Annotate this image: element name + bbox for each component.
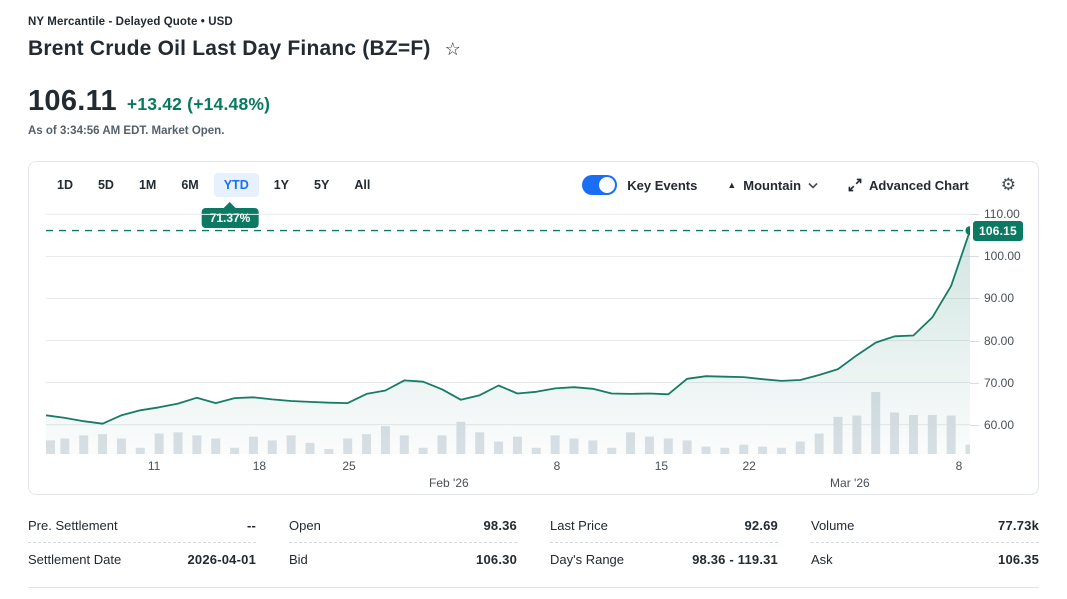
stat-cell: Volume 77.73k bbox=[811, 509, 1039, 543]
chart-card: 1D 5D 1M 6M YTD 1Y 5Y All Key Events ▲ Mountain bbox=[28, 161, 1039, 495]
y-tick-label: 110.00 bbox=[984, 207, 1020, 222]
range-tab-1m[interactable]: 1M bbox=[129, 173, 166, 197]
stat-label: Volume bbox=[811, 518, 855, 533]
key-events-label: Key Events bbox=[627, 177, 698, 193]
chart-type-dropdown[interactable]: ▲ Mountain bbox=[727, 178, 818, 193]
exchange-line: NY Mercantile - Delayed Quote • USD bbox=[28, 16, 233, 28]
stat-cell: Bid 106.30 bbox=[289, 543, 517, 576]
asof-status: As of 3:34:56 AM EDT. Market Open. bbox=[28, 125, 225, 137]
range-tab-6m[interactable]: 6M bbox=[171, 173, 208, 197]
stat-cell: Ask 106.35 bbox=[811, 543, 1039, 576]
stat-cell: Settlement Date 2026-04-01 bbox=[28, 543, 256, 576]
y-tick-label: 90.00 bbox=[984, 291, 1015, 306]
x-tick-label: 22 bbox=[742, 459, 756, 473]
advanced-chart-button[interactable]: Advanced Chart bbox=[848, 178, 969, 193]
x-month-label: Feb '26 bbox=[429, 476, 469, 490]
stat-label: Day's Range bbox=[550, 552, 625, 567]
stat-cell: Pre. Settlement -- bbox=[28, 509, 256, 543]
stat-label: Settlement Date bbox=[28, 552, 122, 567]
y-tick-mark bbox=[970, 256, 979, 258]
quote-row: 106.11 +13.42 (+14.48%) bbox=[28, 85, 1039, 118]
range-tabs: 1D 5D 1M 6M YTD 1Y 5Y All bbox=[47, 173, 380, 197]
y-tick-mark bbox=[970, 214, 979, 216]
x-tick-label: 15 bbox=[654, 459, 669, 473]
stat-value: 2026-04-01 bbox=[187, 552, 256, 567]
expand-arrows-icon bbox=[848, 178, 862, 192]
stat-value: 77.73k bbox=[998, 518, 1039, 533]
y-tick-label: 60.00 bbox=[984, 417, 1015, 432]
y-tick-label: 80.00 bbox=[984, 333, 1015, 348]
chart-svg bbox=[46, 213, 970, 454]
range-tab-5d[interactable]: 5D bbox=[88, 173, 124, 197]
price-change: +13.42 (+14.48%) bbox=[126, 94, 271, 114]
y-tick-mark bbox=[970, 340, 979, 342]
stat-label: Open bbox=[289, 518, 321, 533]
x-tick-label: 11 bbox=[147, 459, 161, 473]
price-chart[interactable]: 71.37% bbox=[46, 206, 970, 454]
plot-column: 71.37% 11 18 25 Feb '26 8 15 22 Mar '26 8 bbox=[46, 206, 970, 492]
key-events-toggle[interactable] bbox=[582, 175, 618, 195]
stat-label: Pre. Settlement bbox=[28, 518, 118, 533]
y-axis: 106.15 110.00 100.00 90.00 80.00 70.00 60.00 bbox=[970, 206, 1038, 492]
stat-value: 106.35 bbox=[998, 552, 1039, 567]
stat-value: 98.36 bbox=[483, 518, 517, 533]
footer-divider bbox=[28, 587, 1039, 588]
price-line bbox=[46, 230, 970, 425]
last-price-dot bbox=[965, 226, 970, 236]
stat-cell: Last Price 92.69 bbox=[550, 509, 778, 543]
x-tick-label: 8 bbox=[553, 459, 561, 473]
range-tab-ytd[interactable]: YTD bbox=[213, 173, 259, 197]
stats-grid: Pre. Settlement -- Open 98.36 Last Price 92.6… bbox=[28, 509, 1039, 576]
stat-cell: Day's Range 98.36 - 119.31 bbox=[550, 543, 778, 576]
x-axis: 11 18 25 Feb '26 8 15 22 Mar '26 8 bbox=[46, 454, 970, 492]
y-tick-label: 100.00 bbox=[984, 249, 1021, 264]
stat-cell: Open 98.36 bbox=[289, 509, 517, 543]
stat-value: 98.36 - 119.31 bbox=[692, 552, 778, 567]
stat-label: Ask bbox=[811, 552, 833, 567]
chart-body: 71.37% 11 18 25 Feb '26 8 15 22 Mar '26 8 106.15… bbox=[29, 206, 1038, 492]
title-row: Brent Crude Oil Last Day Financ (BZ=F) ☆ bbox=[28, 37, 1039, 61]
y-tick-mark bbox=[970, 424, 979, 426]
x-month-label: Mar '26 bbox=[830, 476, 870, 490]
stat-value: -- bbox=[246, 518, 256, 533]
range-tab-all[interactable]: All bbox=[344, 173, 380, 197]
toggle-knob bbox=[599, 177, 616, 193]
stat-value: 92.69 bbox=[744, 518, 778, 533]
toolbar-right: Key Events ▲ Mountain bbox=[582, 175, 1016, 195]
chart-toolbar: 1D 5D 1M 6M YTD 1Y 5Y All Key Events ▲ Mountain bbox=[29, 162, 1038, 206]
key-events-group: Key Events bbox=[582, 175, 697, 195]
advanced-chart-label: Advanced Chart bbox=[869, 177, 969, 193]
range-tab-1y[interactable]: 1Y bbox=[264, 173, 299, 197]
stat-label: Bid bbox=[289, 552, 308, 567]
range-tab-5y[interactable]: 5Y bbox=[304, 173, 339, 197]
current-price: 106.11 bbox=[28, 85, 117, 117]
mountain-icon: ▲ bbox=[727, 180, 737, 190]
chart-type-label: Mountain bbox=[743, 177, 802, 193]
chevron-down-icon bbox=[808, 182, 818, 189]
x-tick-label: 18 bbox=[252, 459, 267, 473]
y-tick-mark bbox=[970, 382, 979, 384]
star-icon[interactable]: ☆ bbox=[444, 39, 461, 59]
last-price-badge: 106.15 bbox=[973, 220, 1023, 241]
page-title: Brent Crude Oil Last Day Financ (BZ=F) bbox=[28, 37, 431, 60]
gear-icon[interactable]: ⚙ bbox=[1000, 175, 1016, 194]
y-tick-mark bbox=[970, 298, 979, 300]
range-tab-1d[interactable]: 1D bbox=[47, 173, 83, 197]
stat-label: Last Price bbox=[550, 518, 608, 533]
x-tick-label: 25 bbox=[342, 459, 356, 473]
area-fill bbox=[46, 230, 970, 454]
x-tick-label: 8 bbox=[955, 459, 963, 473]
stat-value: 106.30 bbox=[476, 552, 517, 567]
y-tick-label: 70.00 bbox=[984, 375, 1015, 390]
